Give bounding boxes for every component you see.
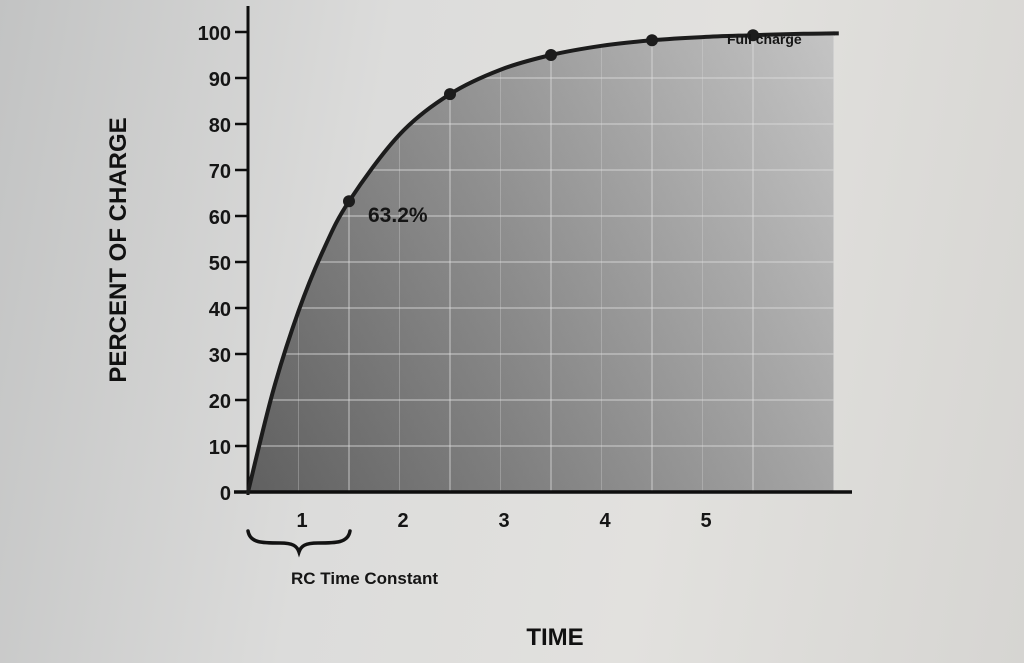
data-point-t2 <box>444 88 456 101</box>
y-tick-label-100: 100 <box>198 23 231 45</box>
x-tick-label-1: 1 <box>296 510 307 532</box>
x-tick-label-2: 2 <box>397 510 408 532</box>
y-tick-label-10: 10 <box>209 437 231 459</box>
shaded-area <box>248 33 834 493</box>
axes <box>234 6 852 495</box>
x-axis-title: TIME <box>526 624 583 651</box>
data-markers <box>343 29 759 208</box>
full-charge-label: Full charge <box>727 31 802 47</box>
data-point-t1 <box>343 195 355 208</box>
y-tick-label-40: 40 <box>209 299 231 321</box>
data-point-t5 <box>747 29 759 42</box>
x-tick-label-5: 5 <box>700 510 711 532</box>
x-tick-label-3: 3 <box>498 510 509 532</box>
charge-curve-group <box>246 31 839 494</box>
rc-time-constant-label: RC Time Constant <box>291 569 438 588</box>
tick-labels: 0 10 20 30 40 50 60 70 80 90 100 1 2 3 4 5 <box>198 23 712 532</box>
y-axis-title: PERCENT OF CHARGE <box>105 117 132 382</box>
y-tick-label-20: 20 <box>209 391 231 413</box>
y-tick-label-30: 30 <box>209 345 231 367</box>
y-tick-label-80: 80 <box>209 115 231 137</box>
y-tick-label-0: 0 <box>220 483 231 505</box>
grid-lines <box>248 33 834 492</box>
data-point-t4 <box>646 34 658 47</box>
charge-area-shade <box>248 33 834 493</box>
y-tick-label-50: 50 <box>209 253 231 275</box>
y-tick-label-70: 70 <box>209 161 231 183</box>
y-tick-label-90: 90 <box>209 69 231 91</box>
marker-label-63-2: 63.2% <box>368 204 428 227</box>
rc-brace <box>246 529 352 558</box>
charge-curve <box>246 31 836 494</box>
data-point-t3 <box>545 49 557 61</box>
y-tick-label-60: 60 <box>209 207 231 229</box>
x-tick-label-4: 4 <box>599 510 611 532</box>
